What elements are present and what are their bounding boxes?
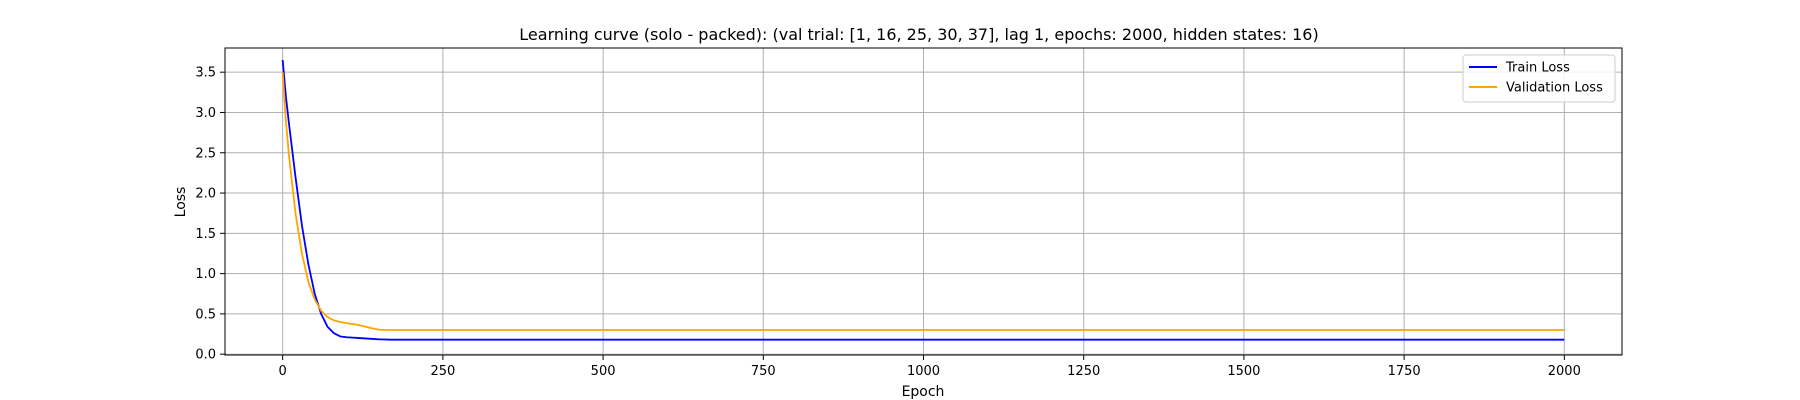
x-tick-label: 2000 xyxy=(1548,364,1581,379)
y-tick-label: 3.0 xyxy=(195,106,216,121)
x-tick-label: 1250 xyxy=(1067,364,1100,379)
y-tick-label: 0.5 xyxy=(195,307,216,322)
x-tick-label: 1500 xyxy=(1227,364,1260,379)
series-line-train-loss xyxy=(281,60,1565,341)
x-tick-label: 1750 xyxy=(1388,364,1421,379)
y-axis-ticks: 0.0 0.5 1.0 1.5 2.0 2.5 3.0 3.5 xyxy=(195,66,225,363)
x-tick-label: 1000 xyxy=(907,364,940,379)
x-axis-ticks: 0 250 500 750 1000 1250 1500 1750 2000 xyxy=(279,355,1581,379)
legend-label-train-loss: Train Loss xyxy=(1505,61,1570,76)
y-tick-label: 0.0 xyxy=(195,348,216,363)
legend-label-validation-loss: Validation Loss xyxy=(1506,81,1603,96)
y-tick-label: 1.0 xyxy=(195,267,216,282)
chart-title: Learning curve (solo - packed): (val tri… xyxy=(519,25,1318,44)
y-tick-label: 2.5 xyxy=(195,146,216,161)
x-tick-label: 0 xyxy=(279,364,287,379)
y-tick-label: 3.5 xyxy=(195,66,216,81)
x-tick-label: 250 xyxy=(430,364,455,379)
y-tick-label: 2.0 xyxy=(195,187,216,202)
x-axis-label: Epoch xyxy=(902,384,945,400)
x-tick-label: 750 xyxy=(751,364,776,379)
y-axis-label: Loss xyxy=(173,187,189,218)
series-lines xyxy=(281,60,1565,341)
legend: Train Loss Validation Loss xyxy=(1462,54,1616,103)
series-line-validation-loss xyxy=(281,72,1565,331)
y-tick-label: 1.5 xyxy=(195,227,216,242)
x-tick-label: 500 xyxy=(591,364,616,379)
legend-box xyxy=(1462,54,1616,103)
